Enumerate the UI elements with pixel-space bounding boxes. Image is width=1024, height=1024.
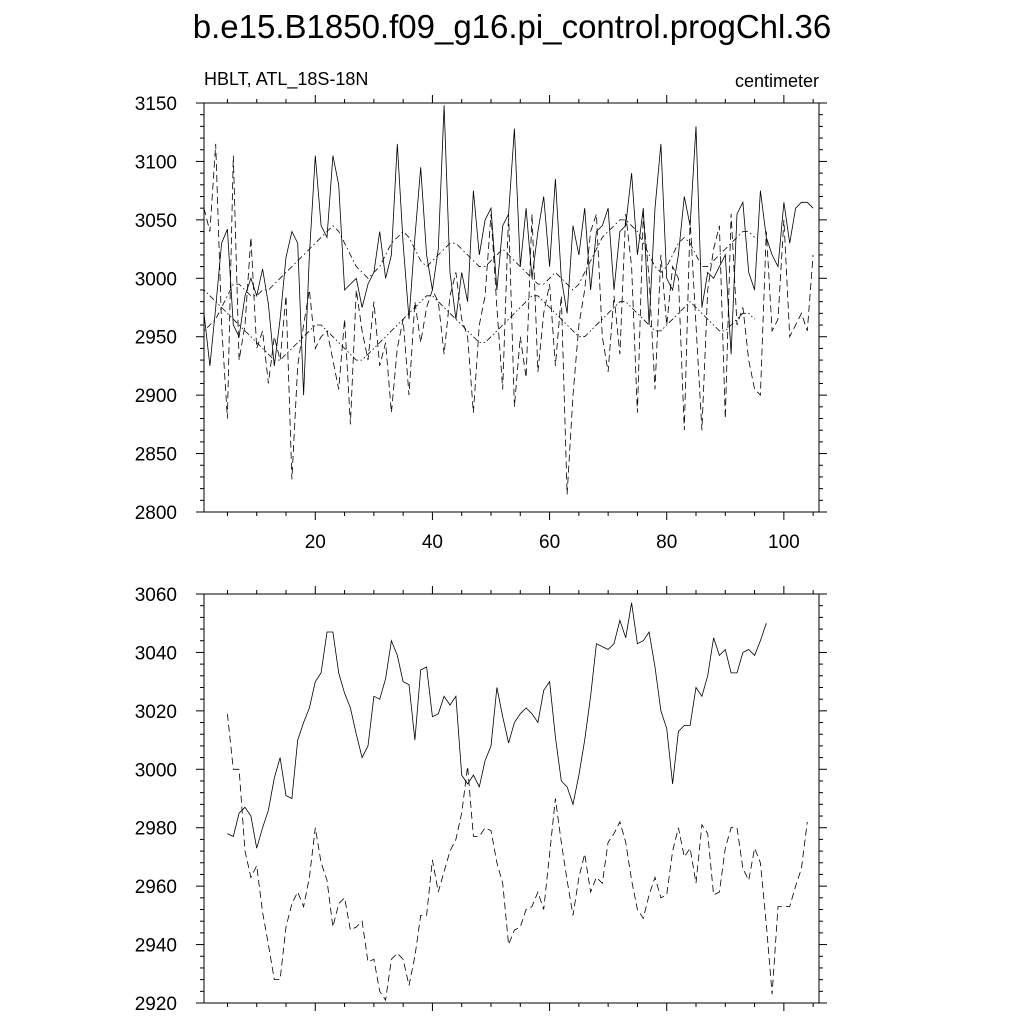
y-tick-label: 2850 [135,445,177,466]
y-tick-label: 2900 [135,386,177,407]
top-series-line-dash-dot [203,219,755,332]
top-series-line-solid [203,105,814,396]
y-tick-label: 3050 [135,211,177,232]
top-panel-units-label: centimeter [735,71,819,91]
bottom-plot-frame [203,593,820,1004]
bottom-series-line-solid [227,602,767,849]
top-series-line-dashed [203,143,814,495]
x-tick-label: 40 [422,532,443,553]
top-series-group [203,105,814,495]
main-title: b.e15.B1850.f09_g16.pi_control.progChl.3… [193,8,832,45]
top-axis-ticks: 2800 2850 2900 2950 3000 3050 3100 3150 20 40 60 80… [135,94,827,553]
top-series-line-dash-dot-dot [203,289,755,361]
x-tick-label: 20 [305,532,326,553]
bottom-axis-ticks: 2920 2940 2960 2980 3000 3020 3040 3060 [135,585,827,1015]
y-tick-label: 3150 [135,94,177,115]
y-tick-label: 3000 [135,269,177,290]
y-tick-label: 2940 [135,936,177,957]
y-tick-label: 2800 [135,503,177,524]
x-tick-label: 100 [768,532,800,553]
y-tick-label: 3060 [135,585,177,606]
top-panel: HBLT, ATL_18S-18N centimeter 2800 2850 290… [135,69,827,553]
y-tick-label: 2950 [135,328,177,349]
top-panel-left-title: HBLT, ATL_18S-18N [204,69,368,90]
y-tick-label: 3040 [135,643,177,664]
bottom-panel: 2920 2940 2960 2980 3000 3020 3040 3060 [135,585,827,1015]
top-plot-frame [203,102,820,513]
x-tick-label: 80 [656,532,677,553]
x-tick-label: 60 [539,532,560,553]
bottom-series-group [227,602,808,1002]
y-tick-label: 2920 [135,994,177,1015]
y-tick-label: 3000 [135,760,177,781]
y-tick-label: 3020 [135,702,177,723]
y-tick-label: 3100 [135,152,177,173]
y-tick-label: 2960 [135,877,177,898]
y-tick-label: 2980 [135,819,177,840]
bottom-series-line-dashed [227,713,808,1002]
